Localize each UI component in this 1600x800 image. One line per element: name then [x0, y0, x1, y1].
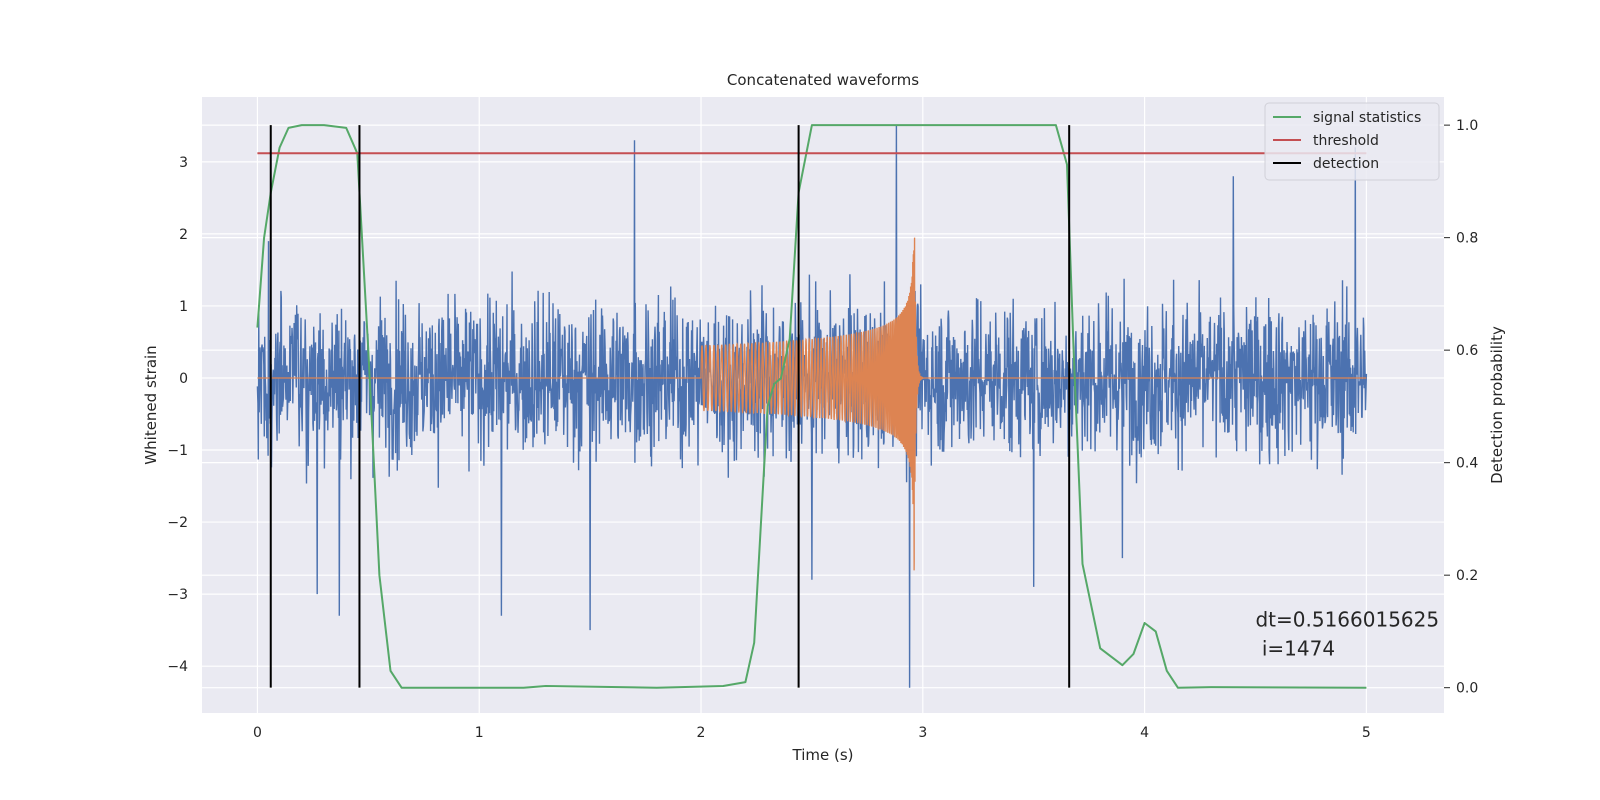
legend-label: signal statistics — [1313, 110, 1421, 126]
legend-label: detection — [1313, 156, 1379, 172]
strain-series-line — [256, 125, 1368, 688]
legend-box — [1264, 102, 1440, 181]
y-tick-label: 2 — [179, 227, 188, 243]
y-axis-label: Whitened strain — [142, 345, 160, 464]
ticks: 0 1 2 3 4 5 −4 −3 −2 −1 0 1 2 3 0.0 0.2 0.4 0.6 0.8 1.0 — [167, 118, 1478, 741]
grid — [202, 97, 1444, 713]
y2-tick-label: 1.0 — [1456, 118, 1478, 134]
y2-tick-label: 0.6 — [1456, 343, 1478, 359]
x-axis-label: Time (s) — [792, 746, 854, 764]
y-tick-label: −2 — [167, 515, 188, 531]
y-tick-label: 3 — [179, 155, 188, 171]
y2-tick-label: 0.0 — [1456, 681, 1478, 697]
y-tick-label: −1 — [167, 443, 188, 459]
y2-axis-label: Detection probability — [1488, 326, 1506, 484]
y-tick-label: −4 — [167, 659, 188, 675]
waveform-series-line — [257, 237, 1367, 571]
x-tick-label: 2 — [697, 725, 706, 741]
x-tick-label: 4 — [1140, 725, 1149, 741]
y-tick-label: −3 — [167, 587, 188, 603]
y-tick-label: 0 — [179, 371, 188, 387]
signal-statistics-series-line — [256, 124, 1367, 689]
x-tick-label: 3 — [918, 725, 927, 741]
annotation-dt: dt=0.5166015625 — [1255, 608, 1439, 632]
legend: signal statistics threshold detection — [1264, 102, 1440, 181]
x-tick-label: 0 — [253, 725, 262, 741]
y-tick-label: 1 — [179, 299, 188, 315]
y2-tick-label: 0.8 — [1456, 231, 1478, 247]
y2-tick-label: 0.2 — [1456, 568, 1478, 584]
annotation-index: i=1474 — [1255, 637, 1335, 661]
x-tick-label: 5 — [1362, 725, 1371, 741]
chart-title: Concatenated waveforms — [727, 71, 919, 89]
legend-label: threshold — [1313, 133, 1379, 149]
x-tick-label: 1 — [475, 725, 484, 741]
series-layer — [256, 124, 1368, 689]
y2-tick-label: 0.4 — [1456, 456, 1478, 472]
